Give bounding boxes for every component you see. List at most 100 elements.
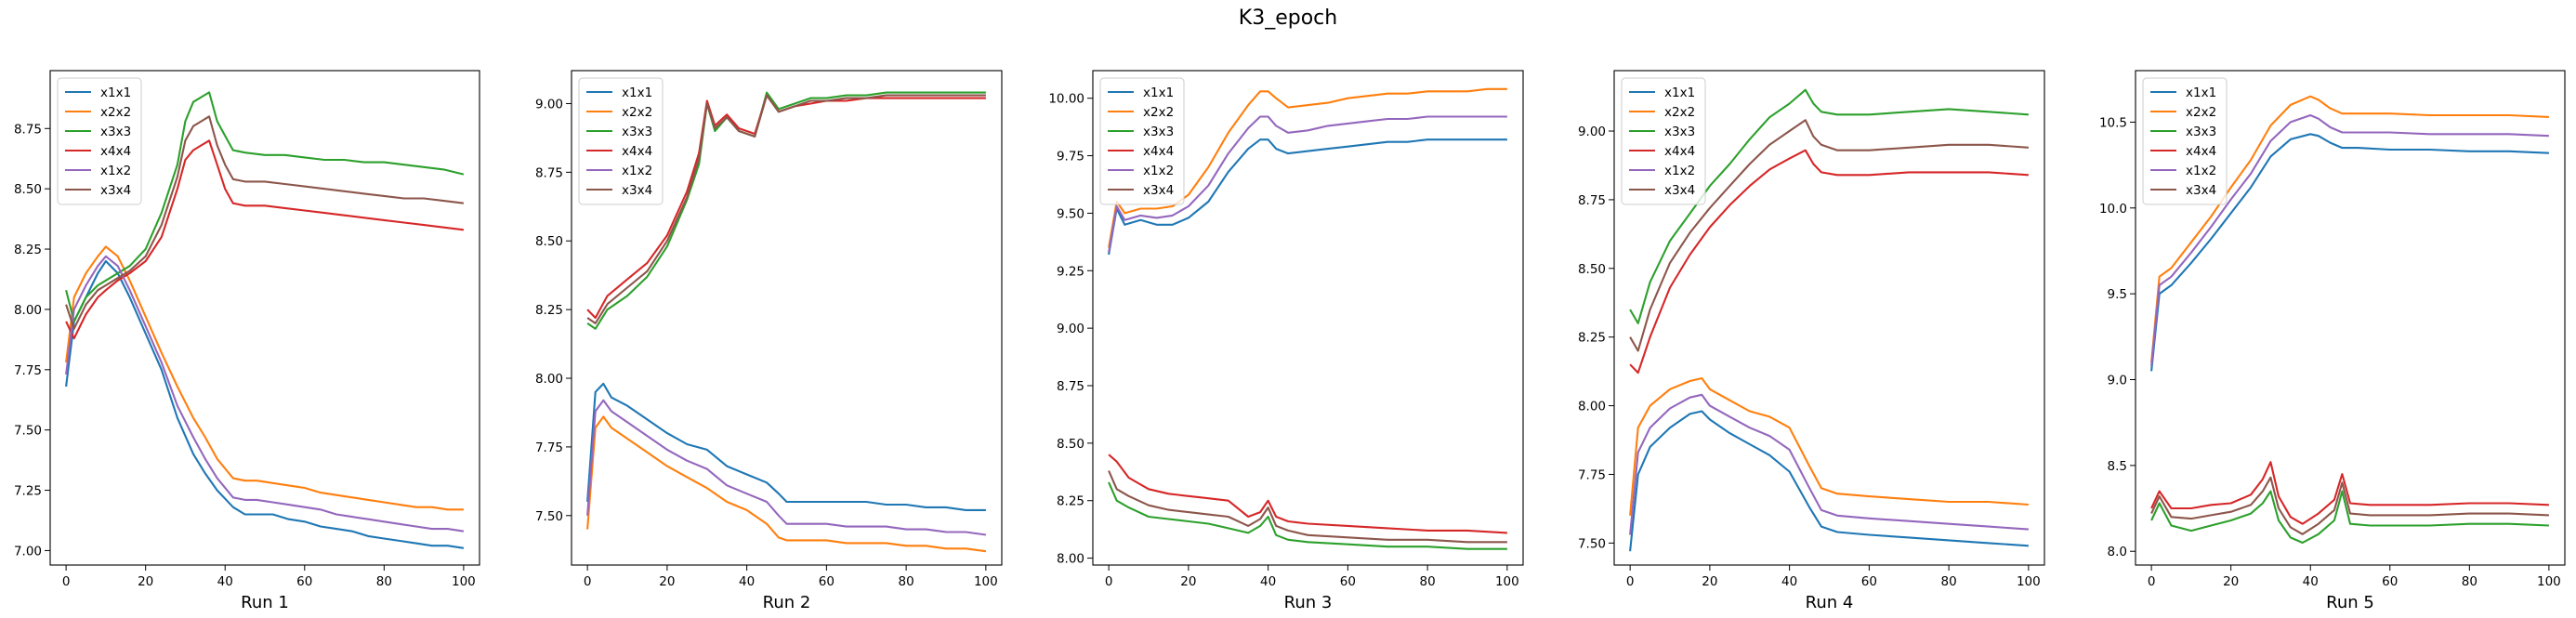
x-tick-label: 80 <box>1941 574 1957 589</box>
legend-label-x3x4: x3x4 <box>100 183 131 198</box>
legend: x1x1 x2x2 x3x3 x4x4 x1x2 x3x4 <box>1621 77 1706 205</box>
series-line-x4x4 <box>65 139 465 340</box>
legend-label-x1x1: x1x1 <box>100 85 131 100</box>
series-line-x1x1 <box>586 382 986 511</box>
x-tick-label: 0 <box>2148 574 2156 589</box>
y-tick-label: 10.00 <box>1048 92 1084 107</box>
x-tick-label: 40 <box>2303 574 2319 589</box>
y-tick-label: 10.5 <box>2099 115 2127 130</box>
legend: x1x1 x2x2 x3x3 x4x4 x1x2 x3x4 <box>57 77 142 205</box>
series-line-x2x2 <box>586 415 987 553</box>
legend-label-x2x2: x2x2 <box>622 105 652 120</box>
legend-label-x3x3: x3x3 <box>100 125 131 139</box>
x-tick-label: 100 <box>1495 574 1519 589</box>
y-tick-label: 9.00 <box>535 97 563 112</box>
legend: x1x1 x2x2 x3x3 x4x4 x1x2 x3x4 <box>1099 77 1185 205</box>
y-tick-label: 8.00 <box>1057 552 1084 567</box>
x-tick-label: 40 <box>217 574 233 589</box>
y-tick-label: 8.75 <box>535 165 563 180</box>
y-tick-label: 7.75 <box>1578 467 1606 482</box>
series-line-x2x2 <box>1108 87 1507 248</box>
y-tick-label: 9.50 <box>1057 206 1084 221</box>
x-tick-label: 60 <box>2382 574 2398 589</box>
y-tick-label: 9.00 <box>1578 125 1606 139</box>
x-tick-label: 80 <box>376 574 392 589</box>
y-tick-label: 8.50 <box>14 182 42 197</box>
legend-label-x3x4: x3x4 <box>622 183 652 198</box>
x-tick-label: 80 <box>1420 574 1436 589</box>
axes-frame <box>2135 70 2566 566</box>
y-tick-label: 8.75 <box>14 122 42 137</box>
x-tick-label: 20 <box>659 574 675 589</box>
legend-label-x2x2: x2x2 <box>1664 105 1695 120</box>
x-tick-label: 100 <box>2017 574 2041 589</box>
legend-label-x4x4: x4x4 <box>1143 144 1174 159</box>
y-tick-label: 7.75 <box>14 363 42 378</box>
series-line-x1x2 <box>2150 113 2549 366</box>
series-line-x4x4 <box>2150 461 2549 525</box>
x-tick-label: 0 <box>1105 574 1113 589</box>
axes-frame <box>1613 70 2045 566</box>
series-line-x2x2 <box>2150 95 2549 363</box>
series-line-x1x2 <box>1629 393 2029 535</box>
legend-label-x1x2: x1x2 <box>2186 164 2216 178</box>
y-tick-label: 8.00 <box>1578 400 1606 414</box>
legend-label-x3x3: x3x3 <box>1143 125 1174 139</box>
y-tick-label: 7.50 <box>535 509 563 524</box>
x-tick-label: 40 <box>1260 574 1276 589</box>
legend-label-x2x2: x2x2 <box>1143 105 1174 120</box>
y-tick-label: 7.75 <box>535 440 563 455</box>
series-line-x4x4 <box>1629 149 2029 375</box>
legend-label-x4x4: x4x4 <box>2186 144 2216 159</box>
y-tick-label: 8.50 <box>1057 437 1084 452</box>
legend-label-x1x1: x1x1 <box>622 85 652 100</box>
x-tick-label: 100 <box>452 574 476 589</box>
legend-label-x4x4: x4x4 <box>622 144 652 159</box>
series-line-x1x2 <box>1108 115 1507 253</box>
y-tick-label: 9.75 <box>1057 150 1084 164</box>
x-tick-label: 40 <box>739 574 755 589</box>
legend-label-x3x3: x3x3 <box>1664 125 1695 139</box>
legend-box <box>2142 77 2228 205</box>
y-tick-label: 10.0 <box>2099 202 2127 217</box>
y-tick-label: 7.25 <box>14 484 42 499</box>
legend-label-x3x4: x3x4 <box>1664 183 1695 198</box>
legend: x1x1 x2x2 x3x3 x4x4 x1x2 x3x4 <box>2142 77 2228 205</box>
series-line-x3x4 <box>1629 119 2029 352</box>
y-tick-label: 8.25 <box>14 243 42 257</box>
subplot-run-4: 0 20 40 60 80 100 7.50 7.75 8.00 8.25 8.50 8.75 9.00… <box>1578 70 2045 612</box>
series-line-x1x1 <box>2150 133 2549 372</box>
x-tick-label: 20 <box>1702 574 1717 589</box>
x-axis-label: Run 5 <box>2326 593 2374 612</box>
y-tick-label: 8.25 <box>535 303 563 318</box>
axes-frame <box>49 70 480 566</box>
x-tick-label: 60 <box>819 574 835 589</box>
y-tick-label: 8.75 <box>1578 193 1606 208</box>
legend-label-x2x2: x2x2 <box>2186 105 2216 120</box>
x-axis-label: Run 4 <box>1806 593 1854 612</box>
y-tick-label: 8.00 <box>14 303 42 318</box>
x-tick-label: 100 <box>974 574 998 589</box>
y-tick-label: 7.50 <box>14 424 42 439</box>
y-tick-label: 9.5 <box>2108 287 2127 302</box>
series-line-x3x4 <box>65 115 465 330</box>
x-tick-label: 20 <box>2223 574 2239 589</box>
axes-frame <box>571 70 1003 566</box>
subplot-run-1: 0 20 40 60 80 100 7.00 7.25 7.50 7.75 8.00 8.25 8.50… <box>14 70 480 612</box>
axes-frame <box>1092 70 1524 566</box>
x-tick-label: 0 <box>1626 574 1635 589</box>
series-line-x3x4 <box>1108 470 1507 544</box>
series-line-x3x3 <box>2150 490 2549 545</box>
x-tick-label: 80 <box>2462 574 2477 589</box>
x-tick-label: 20 <box>1180 574 1196 589</box>
y-tick-label: 8.00 <box>535 372 563 387</box>
legend-label-x1x1: x1x1 <box>1143 85 1174 100</box>
y-tick-label: 9.25 <box>1057 264 1084 279</box>
x-axis-label: Run 1 <box>241 593 289 612</box>
series-line-x3x3 <box>1629 88 2029 324</box>
legend-label-x3x3: x3x3 <box>2186 125 2216 139</box>
x-tick-label: 80 <box>899 574 914 589</box>
y-tick-label: 8.25 <box>1578 331 1606 346</box>
y-tick-label: 9.00 <box>1057 322 1084 336</box>
